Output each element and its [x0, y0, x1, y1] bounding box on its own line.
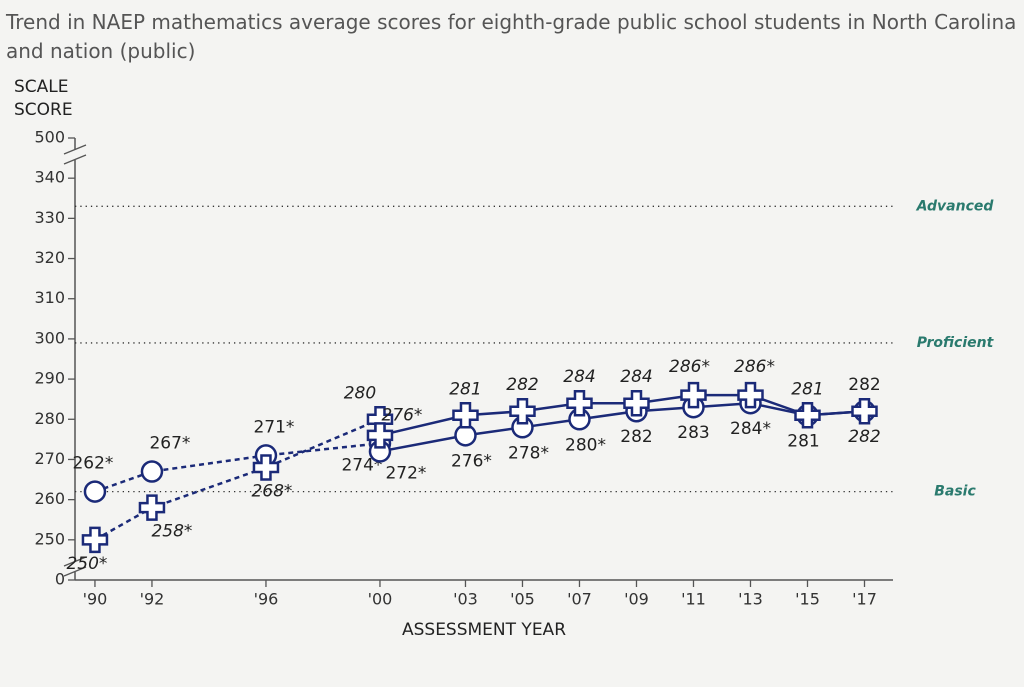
- reference-label: Basic: [934, 484, 976, 500]
- line: [94, 418, 381, 541]
- data-label: 274*: [341, 455, 382, 475]
- marker: [737, 381, 764, 409]
- marker: [680, 381, 707, 409]
- marker: [81, 526, 109, 554]
- x-tick-label: '09: [624, 590, 649, 609]
- data-label: 286*: [734, 357, 775, 377]
- axis-break: [63, 556, 87, 567]
- x-tick-label: '07: [567, 590, 592, 609]
- data-label: 283: [677, 423, 709, 443]
- data-label: 286*: [669, 357, 710, 377]
- data-label: 280: [344, 383, 376, 403]
- x-tick-label: '03: [453, 590, 478, 609]
- data-label: 282: [620, 427, 652, 447]
- x-tick-label: '92: [140, 590, 165, 609]
- data-label: 276*: [451, 451, 492, 471]
- x-tick-label: '13: [738, 590, 763, 609]
- data-label: 280*: [565, 435, 606, 455]
- marker: [851, 397, 878, 425]
- axis-break: [63, 144, 87, 155]
- x-tick-label: '00: [368, 590, 393, 609]
- marker: [509, 397, 536, 425]
- x-tick-label: '11: [681, 590, 706, 609]
- data-label: 282: [506, 375, 538, 395]
- x-tick-label: '90: [83, 590, 108, 609]
- marker: [138, 494, 166, 521]
- marker: [623, 389, 650, 417]
- data-label: 276*: [381, 405, 422, 425]
- data-label: 272*: [385, 463, 426, 483]
- marker: [252, 454, 280, 481]
- reference-label: Proficient: [917, 335, 995, 351]
- axis-break: [63, 566, 87, 577]
- data-label: 281: [787, 431, 819, 451]
- data-label: 268*: [251, 481, 292, 501]
- axis-break: [63, 154, 87, 165]
- x-tick-label: '17: [852, 590, 877, 609]
- y-tick-label: 320: [34, 248, 65, 267]
- x-tick-label: '96: [254, 590, 279, 609]
- y-axis-label: SCORE: [14, 100, 73, 120]
- data-label: 282: [848, 375, 880, 395]
- data-label: 281: [791, 379, 823, 399]
- data-label: 284: [620, 367, 652, 387]
- data-label: 282: [848, 427, 880, 447]
- reference-label: Advanced: [916, 198, 995, 214]
- marker: [83, 480, 107, 503]
- x-axis-label: ASSESSMENT YEAR: [402, 620, 566, 640]
- y-axis-label: SCALE: [14, 77, 69, 97]
- y-tick-label: 260: [34, 489, 65, 508]
- data-label: 284: [563, 367, 595, 387]
- data-label: 258*: [151, 522, 192, 542]
- x-tick-label: '05: [510, 590, 535, 609]
- data-label: 278*: [508, 443, 549, 463]
- y-tick-label: 250: [34, 529, 65, 548]
- y-tick-label: 340: [34, 168, 65, 187]
- data-label: 271*: [253, 417, 294, 437]
- y-tick-label: 0: [55, 570, 65, 589]
- y-tick-label: 310: [34, 288, 65, 307]
- marker: [794, 402, 821, 429]
- y-tick-label: 280: [34, 409, 65, 428]
- chart-title: Trend in NAEP mathematics average scores…: [6, 10, 1017, 63]
- data-label: 281: [449, 379, 481, 399]
- y-tick-label: 290: [34, 369, 65, 388]
- y-tick-label: 300: [34, 328, 65, 347]
- data-label: 284*: [730, 419, 771, 439]
- line: [94, 442, 381, 493]
- data-label: 262*: [72, 454, 113, 474]
- marker: [566, 389, 593, 417]
- data-label: 267*: [149, 434, 190, 454]
- marker: [140, 460, 164, 483]
- data-label: 250*: [66, 554, 107, 574]
- x-tick-label: '15: [795, 590, 820, 609]
- marker: [452, 402, 479, 429]
- y-tick-label: 270: [34, 449, 65, 468]
- y-tick-label: 500: [34, 128, 65, 147]
- y-tick-label: 330: [34, 208, 65, 227]
- marker: [366, 422, 394, 449]
